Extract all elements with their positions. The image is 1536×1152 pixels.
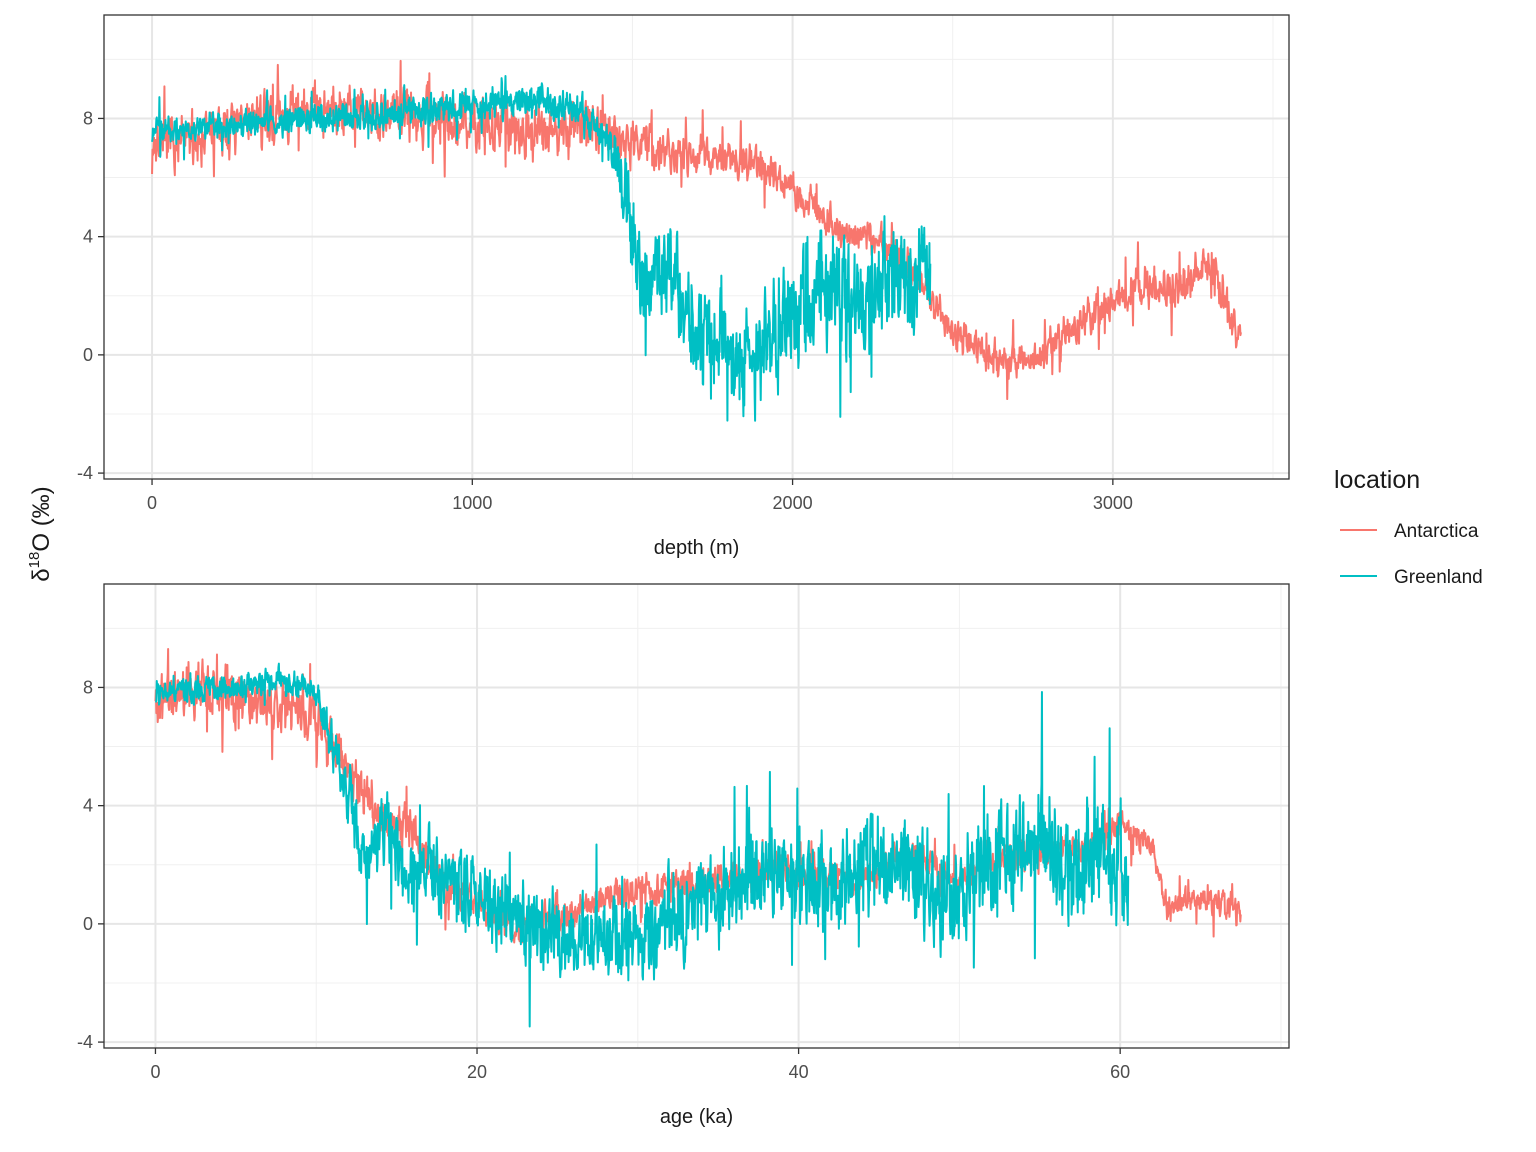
y-axis-title-rest: O (‰)	[28, 486, 55, 551]
x-tick-label: 0	[150, 1062, 160, 1082]
panel-border	[103, 14, 1290, 480]
y-tick-label: -4	[77, 1032, 93, 1052]
x-tick-label: 3000	[1093, 493, 1133, 513]
y-tick-label: 4	[83, 227, 93, 247]
shared-y-axis-title: δ18O (‰)	[26, 486, 55, 581]
x-axis-title: age (ka)	[660, 1106, 733, 1128]
legend-label-greenland: Greenland	[1394, 567, 1483, 588]
y-axis-title-superscript: 18	[26, 552, 43, 569]
legend-label-antarctica: Antarctica	[1394, 521, 1479, 542]
plot-background	[104, 15, 1289, 479]
y-tick-label: 4	[83, 796, 93, 816]
series-line-greenland	[151, 75, 932, 422]
legend-title: location	[1334, 466, 1420, 494]
y-axis-title: δ18O (‰)	[26, 486, 55, 581]
y-tick-label: -4	[77, 463, 93, 483]
x-tick-label: 60	[1110, 1062, 1130, 1082]
y-tick-label: 8	[83, 108, 93, 128]
y-tick-label: 8	[83, 677, 93, 697]
y-tick-label: 0	[83, 914, 93, 934]
x-axis-title: depth (m)	[654, 537, 740, 559]
x-tick-label: 20	[467, 1062, 487, 1082]
panel-border	[103, 583, 1290, 1049]
x-tick-label: 2000	[773, 493, 813, 513]
plot-background	[104, 584, 1289, 1048]
x-tick-label: 40	[789, 1062, 809, 1082]
series-line-greenland	[154, 662, 1130, 1028]
y-tick-label: 0	[83, 345, 93, 365]
series-line-antarctica	[151, 59, 1242, 401]
y-axis-title-symbol: δ	[28, 568, 55, 581]
x-tick-label: 1000	[452, 493, 492, 513]
legend: location Antarctica Greenland	[1334, 466, 1483, 588]
age-panel: 0 20 40 60 -4 0 4 8 age (ka)	[77, 583, 1290, 1128]
depth-panel: 0 1000 2000 3000 -4 0 4 8 depth (m)	[77, 14, 1290, 559]
x-tick-label: 0	[147, 493, 157, 513]
